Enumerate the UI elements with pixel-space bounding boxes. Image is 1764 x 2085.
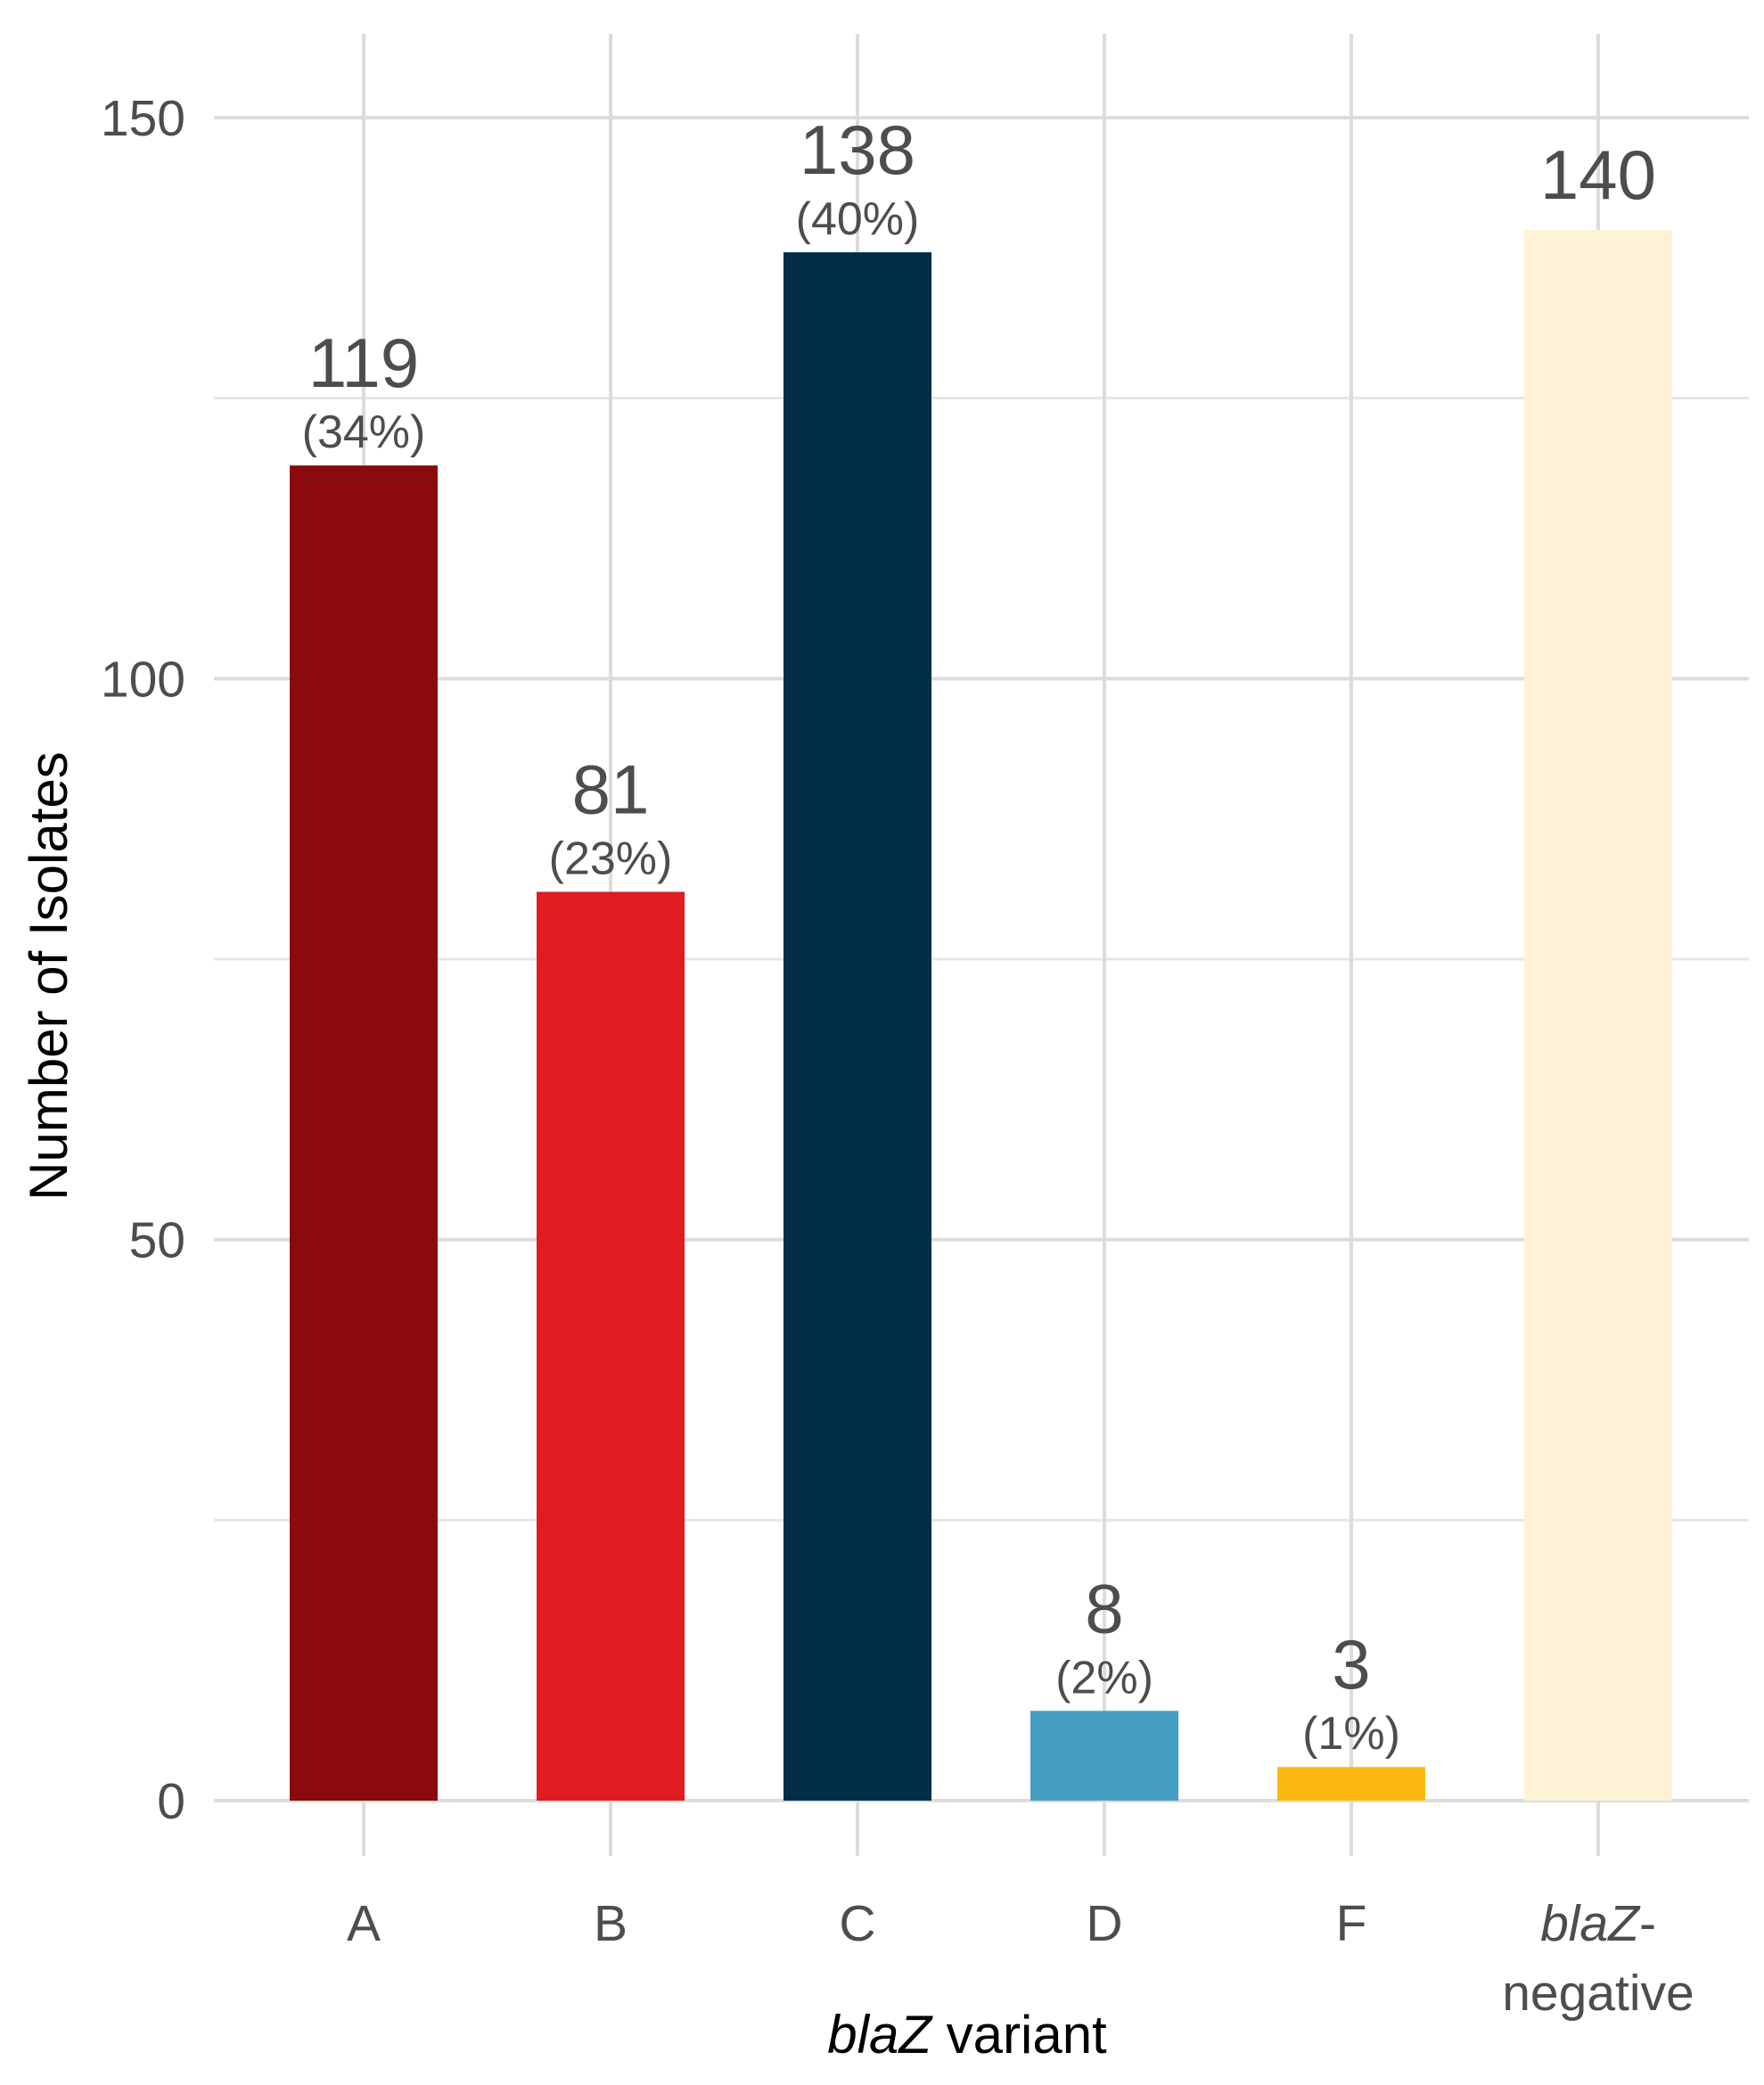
bar-value-label: 8: [1085, 1569, 1123, 1647]
bars: [290, 229, 1672, 1801]
bar-percent-label: (2%): [1055, 1652, 1153, 1703]
x-tick-label: D: [1086, 1895, 1122, 1952]
x-axis-title: blaZ variant: [827, 2005, 1107, 2064]
bar-C: [784, 252, 931, 1801]
x-tick-label: F: [1336, 1895, 1367, 1952]
bar-B: [537, 891, 685, 1801]
bar-A: [290, 465, 438, 1801]
gridlines: [214, 34, 1749, 1856]
x-tick-label: B: [594, 1895, 628, 1952]
bar-percent-label: (34%): [302, 406, 426, 458]
bar-value-label: 3: [1332, 1625, 1370, 1703]
bar-percent-label: (1%): [1302, 1708, 1400, 1760]
data-labels: 119(34%) 81(23%) 138(40%) 8(2%) 3(1%) 140: [302, 111, 1656, 1760]
x-tick-label: C: [839, 1895, 875, 1952]
bar-neg: [1524, 229, 1672, 1801]
bar-percent-label: (40%): [796, 193, 920, 245]
bar-value-label: 119: [308, 324, 419, 402]
y-tick-label: 100: [101, 651, 185, 708]
bar-value-label: 140: [1540, 135, 1656, 214]
bar-D: [1030, 1711, 1178, 1801]
y-axis-title: Number of Isolates: [19, 751, 78, 1201]
x-tick-label: blaZ-: [1540, 1895, 1656, 1952]
y-tick-label: 50: [129, 1212, 185, 1269]
x-tick-label-line2: negative: [1502, 1965, 1694, 2022]
x-tick-label: A: [347, 1895, 381, 1952]
bar-value-label: 138: [800, 111, 915, 189]
bar-value-label: 81: [572, 750, 650, 828]
y-axis-ticks: 0 50 100 150: [101, 90, 185, 1830]
bar-F: [1277, 1767, 1425, 1801]
y-tick-label: 0: [157, 1773, 185, 1830]
bar-percent-label: (23%): [549, 833, 673, 884]
y-tick-label: 150: [101, 90, 185, 147]
